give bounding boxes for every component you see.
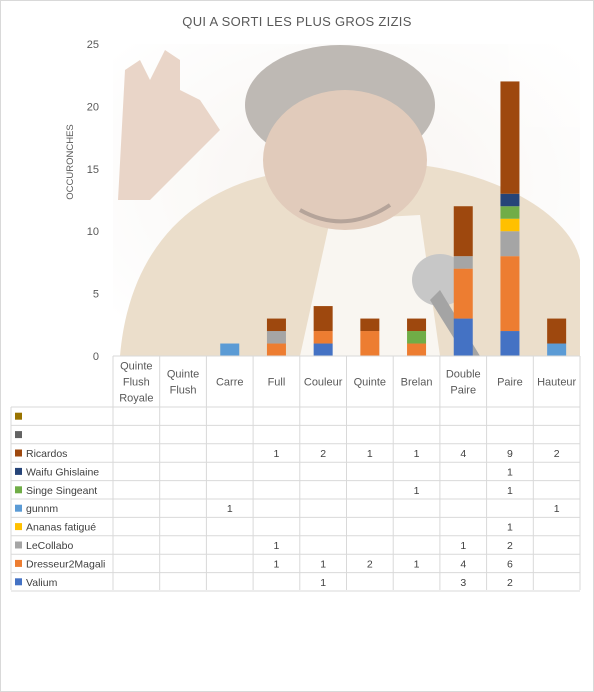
y-tick-label: 20 — [87, 101, 99, 113]
bar-segment — [266, 343, 286, 356]
category-label: Quinte — [120, 361, 152, 373]
bar-segment — [500, 206, 520, 219]
legend-label: Ananas fatigué — [26, 522, 96, 534]
category-label: Full — [268, 377, 286, 389]
category-label: Quinte — [354, 377, 386, 389]
bar-segment — [407, 343, 427, 356]
data-table: Quinte Flush Royale Quinte Flush Carre Full Cou… — [10, 355, 581, 592]
category-label: Quinte — [167, 369, 199, 381]
y-tick-label: 10 — [87, 226, 99, 238]
bar-segment — [500, 256, 520, 332]
legend-swatch — [15, 541, 22, 549]
data-label: 9 — [507, 448, 513, 460]
bar-segment — [453, 268, 473, 319]
bar-segment — [453, 318, 473, 356]
legend-label: Dresseur2Magali — [26, 558, 105, 570]
bar-segment — [500, 218, 520, 232]
bar-segment — [266, 331, 286, 344]
y-tick-label: 15 — [87, 164, 99, 176]
data-label: 1 — [414, 448, 420, 460]
bar-segment — [500, 81, 520, 194]
y-axis-label: OCCURONCHES — [65, 124, 76, 199]
bar-segment — [313, 331, 333, 344]
legend-swatch — [15, 523, 22, 531]
bar-segment — [313, 306, 333, 332]
data-label: 6 — [507, 558, 513, 570]
data-label: 2 — [320, 448, 326, 460]
data-label: 1 — [320, 577, 326, 589]
legend-label: gunnm — [26, 503, 58, 515]
legend-label: Valium — [26, 577, 58, 589]
bar-segment — [407, 318, 427, 332]
legend-swatch — [15, 578, 22, 586]
category-label: Royale — [119, 393, 153, 405]
data-label: 1 — [507, 466, 513, 478]
data-label: 1 — [554, 503, 560, 515]
legend-swatch — [15, 486, 22, 494]
legend-label: Ricardos — [26, 448, 67, 460]
bar-segment — [220, 343, 240, 356]
data-label: 1 — [367, 448, 373, 460]
data-label: 1 — [227, 503, 233, 515]
y-axis: 0 5 10 15 20 25 — [87, 39, 99, 363]
bar-segment — [500, 331, 520, 356]
bar-segment — [453, 206, 473, 257]
bar-segment — [547, 318, 567, 344]
data-label: 2 — [507, 577, 513, 589]
legend-label: Singe Singeant — [26, 485, 97, 497]
chart-title: QUI A SORTI LES PLUS GROS ZIZIS — [182, 14, 412, 29]
data-label: 2 — [507, 540, 513, 552]
legend-swatch — [15, 504, 22, 512]
data-label: 3 — [460, 577, 466, 589]
bars-layer — [220, 81, 567, 356]
bar-segment — [453, 256, 473, 269]
category-label: Flush — [170, 385, 197, 397]
legend-label: LeCollabo — [26, 540, 73, 552]
category-label: Double — [446, 369, 481, 381]
data-label: 1 — [274, 558, 280, 570]
category-label: Paire — [497, 377, 523, 389]
bar-segment — [500, 231, 520, 257]
bar-segment — [360, 318, 380, 332]
data-label: 1 — [274, 448, 280, 460]
data-label: 1 — [274, 540, 280, 552]
bar-segment — [360, 331, 380, 356]
data-label: 2 — [554, 448, 560, 460]
data-label: 1 — [320, 558, 326, 570]
category-label: Couleur — [304, 377, 343, 389]
category-label: Brelan — [401, 377, 433, 389]
bar-segment — [407, 331, 427, 344]
bar-segment — [313, 343, 333, 356]
category-label: Hauteur — [537, 377, 576, 389]
data-label: 1 — [414, 485, 420, 497]
category-label: Flush — [123, 377, 150, 389]
y-tick-label: 25 — [87, 39, 99, 51]
y-tick-label: 0 — [93, 351, 99, 363]
bar-segment — [500, 193, 520, 207]
bar-segment — [266, 318, 286, 332]
y-tick-label: 5 — [93, 289, 99, 301]
legend-swatch — [15, 449, 22, 457]
legend-swatch — [15, 431, 22, 439]
legend-swatch — [15, 412, 22, 420]
data-label: 1 — [414, 558, 420, 570]
bar-segment — [547, 343, 567, 356]
category-label: Paire — [450, 385, 476, 397]
category-label: Carre — [216, 377, 244, 389]
data-label: 1 — [507, 522, 513, 534]
legend-swatch — [15, 559, 22, 567]
data-label: 4 — [460, 448, 466, 460]
legend-label: Waifu Ghislaine — [26, 466, 99, 478]
data-label: 4 — [460, 558, 466, 570]
data-label: 1 — [460, 540, 466, 552]
data-label: 2 — [367, 558, 373, 570]
legend-swatch — [15, 467, 22, 475]
data-label: 1 — [507, 485, 513, 497]
